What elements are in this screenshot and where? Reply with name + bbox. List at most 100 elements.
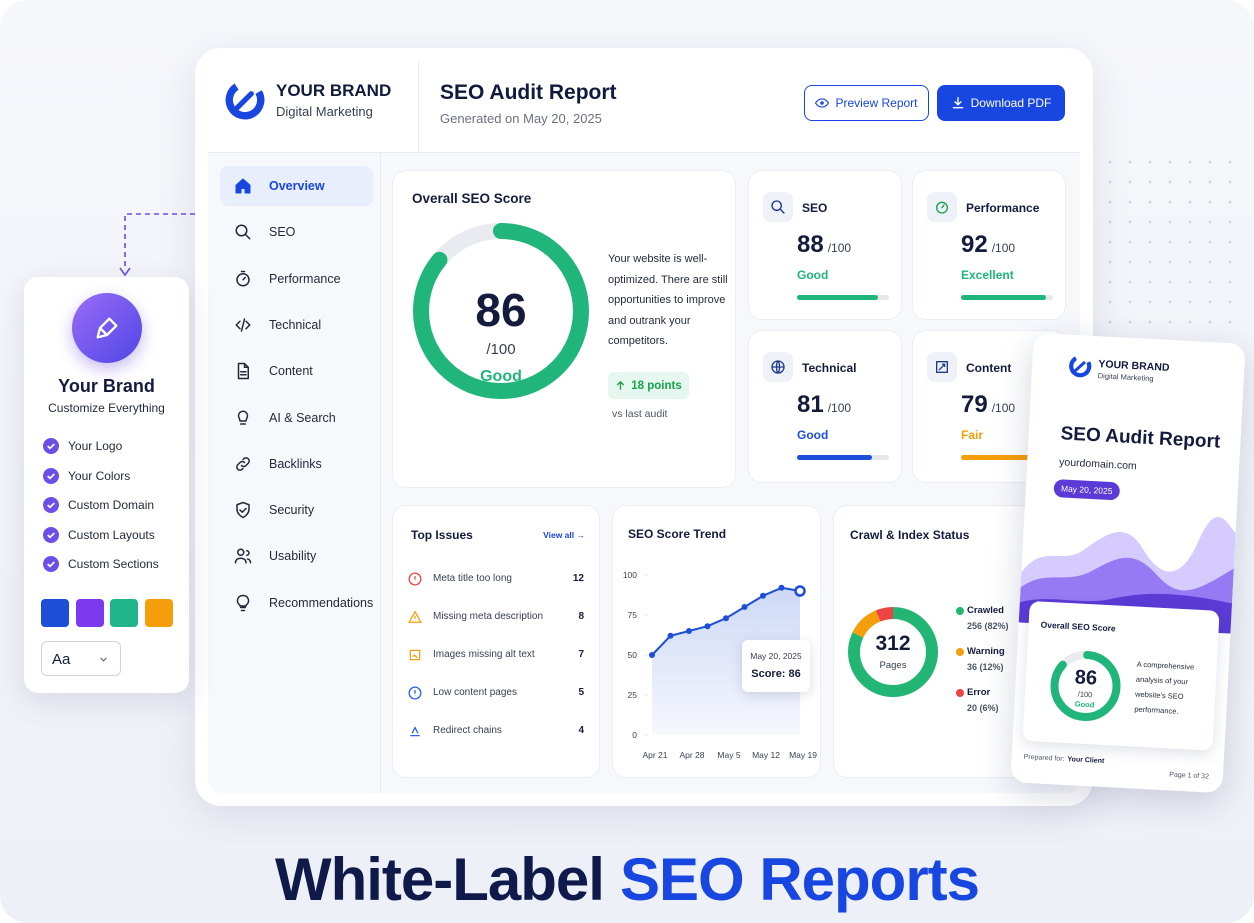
change-note: vs last audit <box>612 408 668 420</box>
point <box>778 584 785 591</box>
icon <box>617 380 625 390</box>
y-tick-label: 100 <box>623 570 637 580</box>
report-description: A comprehensive analysis of your website… <box>1134 659 1195 716</box>
color-swatch[interactable] <box>41 599 69 627</box>
point <box>667 632 674 639</box>
description: Your website is well-optimized. There ar… <box>608 253 728 347</box>
legend-value: 20 (6%) <box>967 703 999 713</box>
color-swatch[interactable] <box>75 599 104 627</box>
headline: White-Label SEO Reports <box>0 842 1254 918</box>
nav-item[interactable]: SEO <box>220 212 373 252</box>
nav-label: Recommendations <box>269 595 374 610</box>
nav-item[interactable]: AI & Search <box>220 398 373 438</box>
icon <box>234 548 252 564</box>
point <box>686 628 692 634</box>
card-title: Top Issues <box>411 528 473 542</box>
score-value: 79 <box>961 391 988 418</box>
font-label: Aa <box>52 651 71 668</box>
legend-value: 36 (12%) <box>967 662 1004 672</box>
check-icon <box>43 497 59 513</box>
score-max: /100 <box>991 241 1016 255</box>
point <box>723 615 729 622</box>
point <box>760 592 766 599</box>
font-select[interactable]: Aa <box>41 641 121 676</box>
nav-item[interactable]: Overview <box>220 166 373 206</box>
legend-value: 256 (82%) <box>967 621 1009 631</box>
icon <box>100 657 107 662</box>
nav-item[interactable]: Backlinks <box>220 444 373 484</box>
headline-part1: White-Label <box>274 846 605 913</box>
nav-label: Technical <box>269 317 322 332</box>
icon <box>235 224 251 240</box>
issue-count: 8 <box>578 611 584 622</box>
y-tick-label: 50 <box>628 650 638 660</box>
preview-button[interactable]: Preview Report <box>804 85 929 121</box>
button-label: Preview Report <box>835 96 918 110</box>
score-value: 88 <box>797 231 824 258</box>
gauge-arc <box>1050 650 1121 721</box>
nav-item[interactable]: Recommendations <box>220 583 373 623</box>
progress-track <box>961 295 1053 300</box>
change-pill: 18 points <box>608 372 689 399</box>
nav-item[interactable]: Performance <box>220 259 373 299</box>
x-tick-label: May 5 <box>717 750 740 760</box>
icon <box>936 361 948 373</box>
gauge <box>413 223 589 399</box>
score-row: 92/100 <box>961 231 1015 259</box>
score-rating: Good <box>480 368 522 385</box>
progress-bar <box>961 295 1046 300</box>
report-subtitle: Generated on May 20, 2025 <box>440 111 602 126</box>
issues-card: Top Issues View all → Meta title too long 1… <box>392 505 600 778</box>
score-card: Technical 81/100 Good <box>748 330 902 483</box>
icon <box>771 200 785 214</box>
issue-icon <box>409 649 421 661</box>
color-swatch[interactable] <box>110 599 138 627</box>
score-value: 86 <box>1074 666 1098 690</box>
nav-label: Backlinks <box>269 456 322 471</box>
issue-count: 4 <box>578 725 584 736</box>
issue-label: Low content pages <box>433 687 517 698</box>
tooltip-date: May 20, 2025 <box>750 651 802 661</box>
nav-item[interactable]: Content <box>220 351 373 391</box>
icon <box>237 362 249 380</box>
legend-dot <box>956 607 964 615</box>
progress-track <box>797 455 889 460</box>
view-all-link[interactable]: View all → <box>543 530 585 540</box>
point <box>649 652 655 658</box>
y-tick-label: 25 <box>628 690 638 700</box>
feature-label: Custom Sections <box>68 557 159 571</box>
card-title: Crawl & Index Status <box>850 528 970 542</box>
icon <box>96 317 118 339</box>
progress-bar <box>961 455 1034 460</box>
issue-icon <box>408 572 422 586</box>
issue-count: 5 <box>578 687 584 698</box>
legend-name: Warning <box>967 646 1005 657</box>
donut-chart <box>848 607 938 697</box>
issue-icon <box>408 610 422 623</box>
x-tick-label: Apr 28 <box>679 750 704 760</box>
nav-item[interactable]: Technical <box>220 305 373 345</box>
report-tagline: Digital Marketing <box>1097 371 1154 384</box>
icon <box>236 594 250 611</box>
nav-label: Content <box>269 364 313 379</box>
score-card: Performance 92/100 Excellent <box>912 170 1066 320</box>
nav-item[interactable]: Usability <box>220 536 373 576</box>
score-value: 81 <box>797 391 824 418</box>
nav-label: SEO <box>269 225 296 240</box>
score-value: 86 <box>475 284 527 336</box>
x-tick-label: May 12 <box>752 750 780 760</box>
score-card: SEO 88/100 Good <box>748 170 902 320</box>
gauge <box>1050 650 1121 721</box>
gauge-arc <box>413 223 589 399</box>
point <box>741 604 748 610</box>
issue-count: 7 <box>578 649 584 660</box>
score-rating: Good <box>797 268 829 282</box>
change: 18 points <box>631 379 682 392</box>
color-swatch[interactable] <box>144 599 173 627</box>
nav-item[interactable]: Security <box>220 490 373 530</box>
issue-label: Images missing alt text <box>433 649 535 660</box>
x-tick-label: Apr 21 <box>642 750 667 760</box>
download-button[interactable]: Download PDF <box>937 85 1065 121</box>
progress-bar <box>797 455 872 460</box>
